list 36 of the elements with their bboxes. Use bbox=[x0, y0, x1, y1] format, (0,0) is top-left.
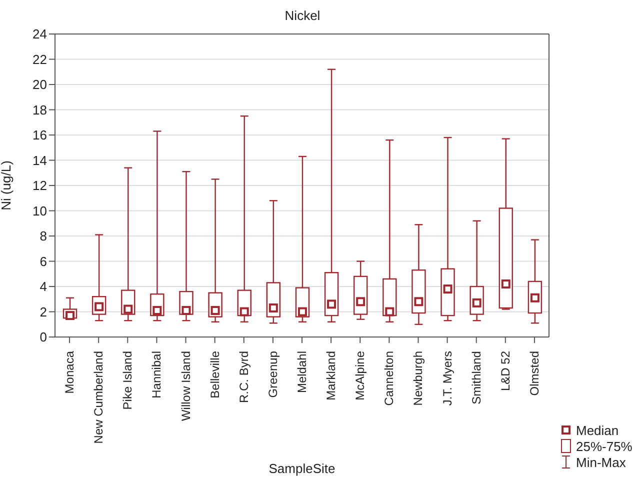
y-tick-label: 14 bbox=[32, 152, 47, 168]
y-tick-label: 12 bbox=[32, 178, 47, 194]
y-tick-label: 0 bbox=[40, 330, 47, 345]
x-tick-label: Belleville bbox=[208, 350, 222, 398]
y-tick-label: 4 bbox=[40, 279, 47, 294]
y-tick-label: 2 bbox=[40, 304, 47, 320]
x-tick-label: Willow Island bbox=[178, 351, 193, 422]
x-tick-label: Monaca bbox=[62, 350, 77, 394]
x-tick-label: Newburgh bbox=[411, 351, 426, 406]
y-tick-label: 18 bbox=[32, 102, 47, 118]
x-tick-label: Hannibal bbox=[150, 351, 164, 398]
x-tick-label: McAlpine bbox=[353, 350, 368, 400]
y-tick-label: 24 bbox=[32, 26, 47, 42]
y-tick-label: 22 bbox=[32, 52, 47, 67]
x-tick-label: Markland bbox=[324, 351, 338, 400]
x-tick-label: R.C. Byrd bbox=[236, 351, 251, 404]
x-tick-label: Smithland bbox=[469, 351, 484, 404]
x-tick-label: Pike Island bbox=[120, 351, 135, 410]
x-axis-title: SampleSite bbox=[268, 461, 336, 476]
x-tick-label: J.T. Myers bbox=[440, 351, 454, 406]
y-tick-label: 6 bbox=[40, 254, 47, 269]
y-tick-label: 8 bbox=[40, 228, 47, 244]
text: Median bbox=[576, 422, 619, 438]
x-tick-label: Olmsted bbox=[527, 351, 542, 396]
x-tick-label: Greenup bbox=[266, 350, 280, 398]
x-tick-label: Meldahl bbox=[295, 351, 309, 394]
y-axis-title: Ni (ug/L) bbox=[0, 160, 14, 210]
x-tick-label: Cannelton bbox=[382, 351, 396, 406]
y-tick-label: 10 bbox=[32, 203, 47, 218]
y-tick-label: 16 bbox=[32, 128, 47, 143]
x-tick-label: L&D 52 bbox=[498, 350, 512, 392]
text: Min-Max bbox=[576, 454, 626, 470]
y-tick-label: 20 bbox=[32, 77, 47, 92]
text: 25%-75% bbox=[576, 438, 632, 454]
x-tick-label: New Cumberland bbox=[92, 351, 106, 444]
chart-title: Nickel bbox=[284, 8, 322, 23]
